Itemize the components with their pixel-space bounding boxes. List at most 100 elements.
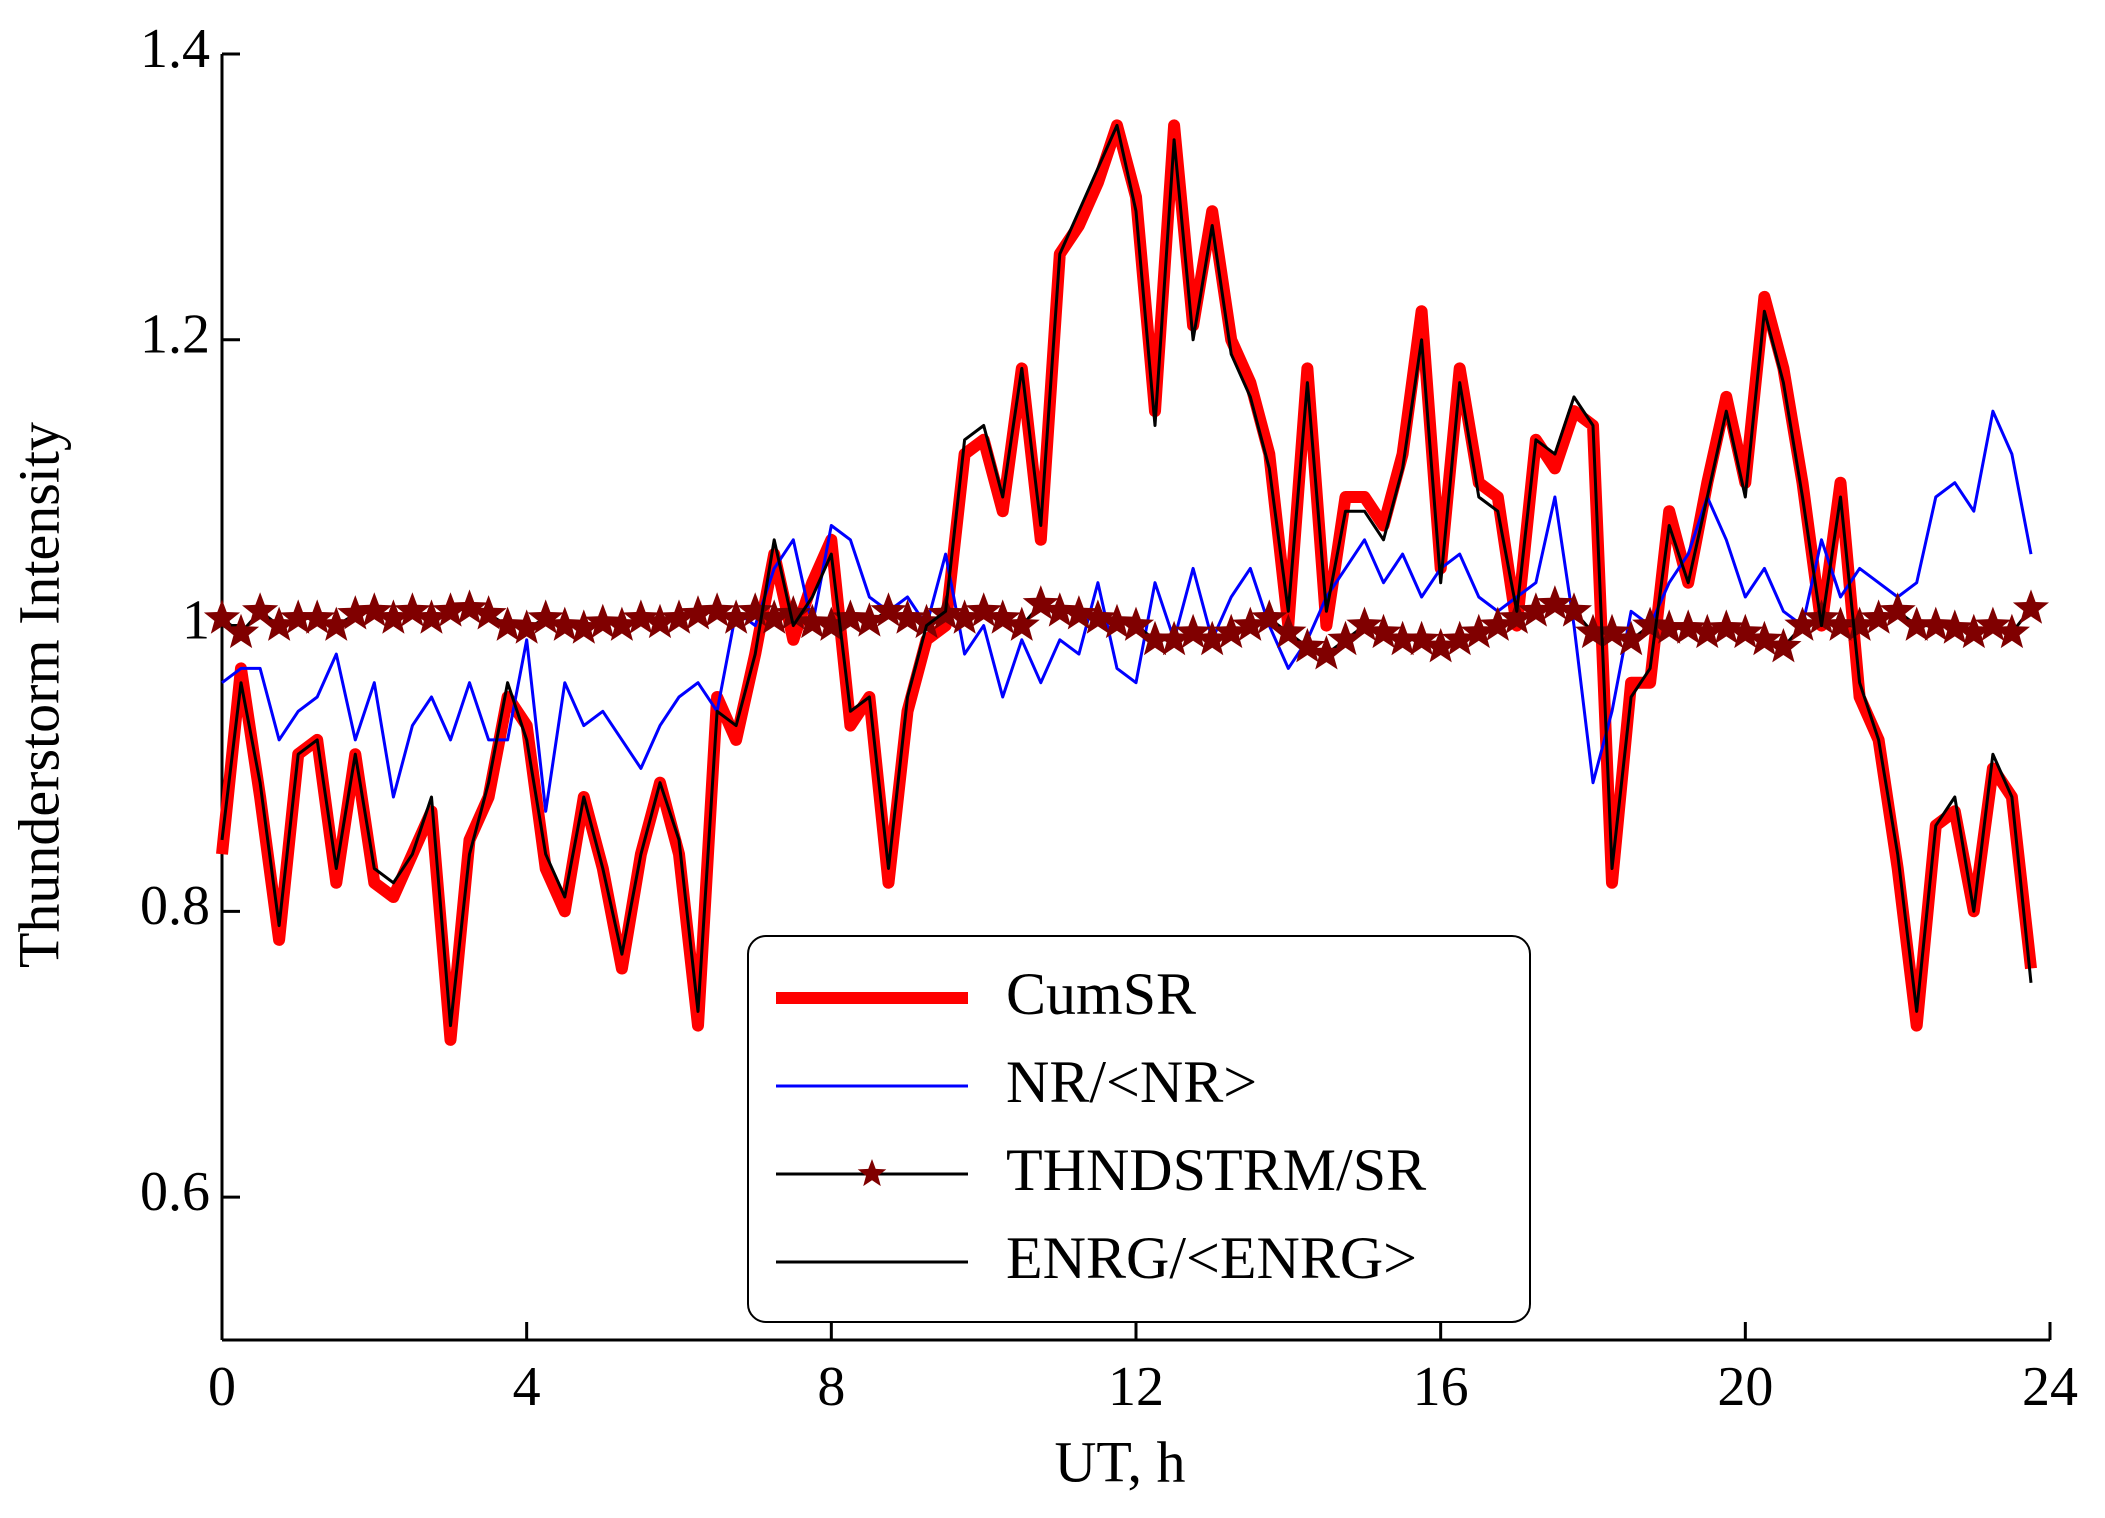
- star-marker: [1327, 620, 1364, 656]
- y-axis-label: Thunderstorm Intensity: [6, 422, 71, 968]
- star-marker: [1213, 613, 1250, 649]
- star-marker: [1536, 585, 1573, 620]
- x-tick-label: 16: [1413, 1356, 1469, 1418]
- star-marker: [1422, 628, 1459, 663]
- star-marker: [737, 592, 774, 627]
- star-marker: [1098, 603, 1135, 639]
- star-marker: [508, 609, 545, 644]
- star-marker: [870, 592, 907, 627]
- y-tick-label: 0.8: [140, 875, 210, 937]
- legend-label: THNDSTRM/SR: [1006, 1137, 1426, 1203]
- series-line: [221, 409, 2033, 813]
- star-marker: [1727, 613, 1764, 649]
- star-marker: [546, 606, 583, 641]
- star-marker: [1574, 613, 1612, 649]
- legend-label: ENRG/<ENRG>: [1006, 1225, 1417, 1291]
- star-marker: [394, 592, 431, 627]
- star-marker: [1022, 585, 1059, 620]
- star-marker: [489, 606, 526, 641]
- x-tick-label: 24: [2022, 1356, 2078, 1418]
- star-marker: [603, 606, 640, 641]
- star-marker: [356, 592, 393, 627]
- star-marker: [565, 609, 602, 644]
- y-tick-label: 1.2: [140, 304, 210, 366]
- star-marker: [470, 595, 507, 630]
- star-marker: [1613, 620, 1650, 656]
- x-tick-label: 0: [208, 1356, 236, 1418]
- star-marker: [1594, 613, 1631, 649]
- star-marker: [832, 599, 869, 634]
- star-marker: [1384, 620, 1421, 656]
- star-marker: [1365, 613, 1402, 649]
- star-marker: [1517, 592, 1554, 627]
- star-marker: [889, 599, 926, 634]
- star-marker: [337, 595, 374, 630]
- star-marker: [1251, 599, 1288, 634]
- star-marker: [203, 599, 241, 634]
- star-marker: [1308, 635, 1345, 670]
- star-marker: [318, 606, 355, 641]
- star-marker: [1860, 599, 1897, 634]
- star-marker: [1708, 609, 1745, 644]
- star-marker: [1079, 599, 1116, 634]
- star-marker: [660, 599, 698, 634]
- star-marker: [1822, 606, 1859, 641]
- star-marker: [756, 599, 793, 634]
- star-marker: [641, 603, 678, 639]
- star-marker: [984, 599, 1021, 634]
- star-marker: [1898, 606, 1935, 641]
- star-marker: [718, 599, 755, 634]
- legend-star: [857, 1159, 887, 1187]
- star-marker: [1441, 620, 1478, 656]
- legend-label: NR/<NR>: [1006, 1049, 1257, 1115]
- star-marker: [1137, 620, 1174, 656]
- star-marker: [1917, 606, 1954, 641]
- star-marker: [299, 599, 336, 634]
- star-marker: [1479, 606, 1516, 641]
- series-line: [216, 119, 2037, 1046]
- star-marker: [794, 603, 831, 639]
- star-marker: [1346, 606, 1383, 641]
- star-marker: [1746, 620, 1783, 656]
- star-marker: [1993, 613, 2030, 649]
- y-tick-label: 1.4: [140, 18, 210, 80]
- star-marker: [1117, 606, 1155, 641]
- star-marker: [1689, 613, 1726, 649]
- star-marker: [775, 595, 812, 630]
- legend-label: CumSR: [1006, 961, 1196, 1027]
- star-marker: [451, 589, 488, 624]
- star-marker: [1060, 595, 1097, 630]
- star-marker: [908, 603, 945, 639]
- star-marker: [699, 592, 736, 627]
- star-marker: [1936, 609, 1973, 644]
- star-marker: [813, 606, 850, 641]
- y-tick-label: 1: [182, 589, 210, 651]
- star-marker: [584, 603, 621, 639]
- x-axis-label: UT, h: [1054, 1429, 1185, 1494]
- star-marker: [622, 599, 659, 634]
- star-marker: [1651, 609, 1688, 644]
- star-marker: [851, 602, 888, 637]
- x-tick-label: 4: [513, 1356, 541, 1418]
- legend-box: [747, 935, 1531, 1323]
- star-marker: [375, 599, 412, 634]
- star-marker: [946, 599, 983, 634]
- star-marker: [242, 592, 279, 627]
- star-marker: [1841, 606, 1878, 641]
- star-marker: [1555, 592, 1592, 627]
- star-marker: [1232, 606, 1269, 641]
- star-marker: [1289, 628, 1326, 663]
- star-marker: [1955, 613, 1992, 649]
- star-marker: [1460, 613, 1497, 649]
- x-tick-label: 20: [1717, 1356, 1773, 1418]
- star-marker: [413, 599, 450, 634]
- star-marker: [1632, 606, 1669, 641]
- star-marker: [1270, 613, 1307, 649]
- star-marker: [432, 592, 469, 627]
- star-marker: [1194, 620, 1231, 656]
- star-marker: [1041, 592, 1078, 627]
- star-marker: [965, 592, 1002, 627]
- star-marker: [1879, 592, 1916, 627]
